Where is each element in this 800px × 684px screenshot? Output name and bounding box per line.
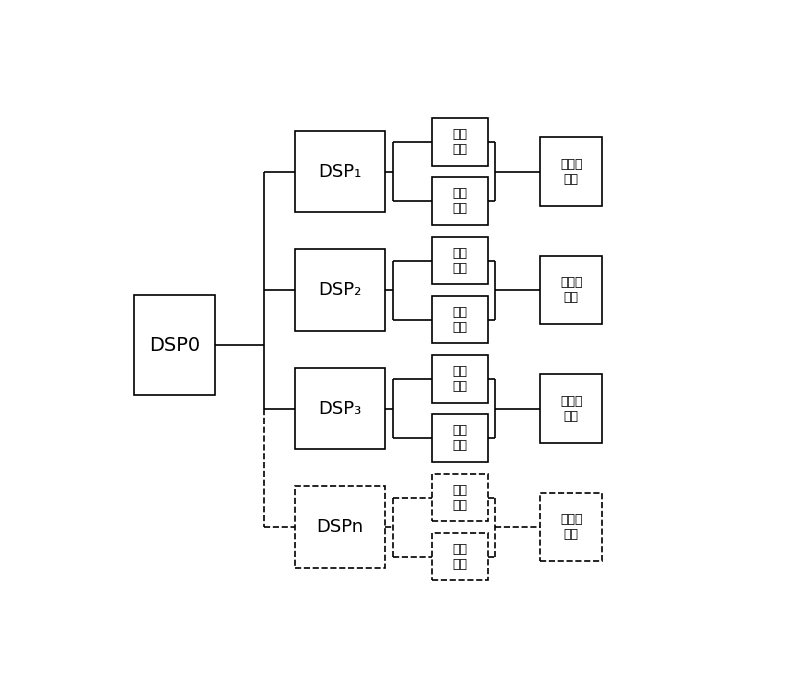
- Text: 逆变
模块: 逆变 模块: [452, 542, 467, 570]
- Text: 逆变
模块: 逆变 模块: [452, 424, 467, 452]
- Text: DSP₃: DSP₃: [318, 399, 362, 418]
- FancyBboxPatch shape: [432, 474, 487, 521]
- FancyBboxPatch shape: [432, 296, 487, 343]
- FancyBboxPatch shape: [432, 118, 487, 166]
- FancyBboxPatch shape: [295, 249, 386, 331]
- FancyBboxPatch shape: [540, 374, 602, 443]
- Text: DSP₁: DSP₁: [318, 163, 362, 181]
- Text: 逆变
模块: 逆变 模块: [452, 187, 467, 215]
- FancyBboxPatch shape: [540, 137, 602, 206]
- FancyBboxPatch shape: [295, 131, 386, 213]
- FancyBboxPatch shape: [295, 486, 386, 568]
- FancyBboxPatch shape: [432, 533, 487, 580]
- FancyBboxPatch shape: [540, 493, 602, 562]
- FancyBboxPatch shape: [432, 177, 487, 225]
- FancyBboxPatch shape: [432, 415, 487, 462]
- Text: 等离子
割炬: 等离子 割炬: [560, 395, 582, 423]
- Text: DSP0: DSP0: [149, 336, 200, 355]
- FancyBboxPatch shape: [134, 295, 214, 395]
- Text: 等离子
割炬: 等离子 割炬: [560, 157, 582, 185]
- FancyBboxPatch shape: [432, 237, 487, 285]
- Text: 逆变
模块: 逆变 模块: [452, 365, 467, 393]
- Text: 逆变
模块: 逆变 模块: [452, 306, 467, 334]
- FancyBboxPatch shape: [295, 368, 386, 449]
- Text: DSP₂: DSP₂: [318, 281, 362, 299]
- Text: 逆变
模块: 逆变 模块: [452, 128, 467, 156]
- Text: 等离子
割炬: 等离子 割炬: [560, 513, 582, 541]
- FancyBboxPatch shape: [540, 256, 602, 324]
- Text: 等离子
割炬: 等离子 割炬: [560, 276, 582, 304]
- Text: DSPn: DSPn: [317, 518, 364, 536]
- Text: 逆变
模块: 逆变 模块: [452, 484, 467, 512]
- Text: 逆变
模块: 逆变 模块: [452, 247, 467, 274]
- FancyBboxPatch shape: [432, 356, 487, 403]
